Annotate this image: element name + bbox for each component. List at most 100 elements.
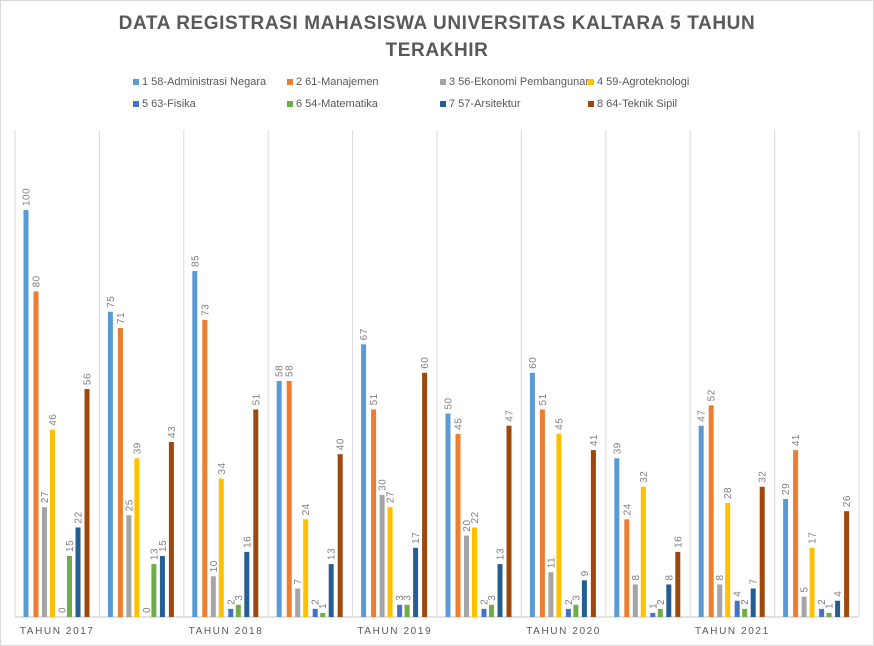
bar [489,604,494,617]
bar [445,413,451,617]
legend-item: 4 59-Agroteknologi [588,76,689,88]
data-label: 47 [697,410,708,422]
legend-swatch [588,101,594,108]
data-label: 24 [301,503,312,515]
legend-swatch [133,79,139,86]
bar [539,409,545,617]
data-label: 1 [825,603,836,609]
data-label: 40 [336,438,347,450]
data-label: 13 [496,548,507,560]
legend-item: 5 63-Fisika [133,98,196,110]
legend-label: 8 64-Teknik Sipil [597,98,678,110]
bar [303,519,309,617]
bar [33,291,39,617]
bar [320,612,326,617]
data-label: 17 [411,532,422,544]
data-label: 2 [226,599,237,605]
data-label: 2 [564,599,575,605]
bar [126,515,132,617]
data-label: 45 [454,418,465,430]
bar [497,564,503,617]
legend-label: 2 61-Manajemen [296,76,379,88]
data-label: 73 [200,304,211,316]
legend-item: 2 61-Manajemen [287,76,379,88]
data-label: 22 [470,511,481,523]
legend-swatch [440,79,446,86]
data-label: 56 [83,373,94,385]
bar [67,555,72,617]
legend-swatch [287,101,293,108]
bar [801,596,807,617]
legend-label: 5 63-Fisika [142,98,196,110]
data-label: 3 [487,595,498,601]
data-label: 41 [589,434,600,446]
bar [464,535,469,617]
legend-label: 4 59-Agroteknologi [597,76,690,88]
bar [581,580,587,617]
data-label: 26 [842,495,853,507]
legend-item: 3 56-Ekonomi Pembangunan [440,76,591,88]
legend-label: 7 57-Arsitektur [449,98,521,110]
chart-title-line1: DATA REGISTRASI MAHASISWA UNIVERSITAS KA… [118,13,756,34]
bar [337,454,343,617]
data-label: 7 [293,578,304,584]
bar [361,344,367,617]
data-label: 80 [32,275,43,287]
bar [192,271,198,617]
bar [481,608,487,617]
data-label: 30 [378,479,389,491]
bar [413,547,419,617]
data-label: 1 [648,603,659,609]
bar [202,319,208,617]
bar [228,608,234,617]
data-label: 17 [808,532,819,544]
bar [826,612,832,617]
legend-swatch [588,79,594,86]
data-label: 60 [420,357,431,369]
x-tick-label: TAHUN 2021 [695,626,770,637]
bar [379,494,385,617]
bar [590,450,596,617]
data-label: 1 [318,603,329,609]
data-label: 71 [116,312,127,324]
bar [742,608,748,617]
x-tick-label: TAHUN 2019 [357,626,432,637]
bar [168,441,174,617]
data-label: 100 [22,188,33,206]
data-label: 39 [612,442,623,454]
chart-legend: 1 58-Administrasi Negara 2 61-Manajemen 3 … [0,0,874,120]
bar [134,458,140,617]
bar [759,486,765,617]
data-label: 51 [251,393,262,405]
bar [614,458,620,617]
data-label: 2 [817,599,828,605]
data-label: 7 [749,578,760,584]
x-tick-label: TAHUN 2017 [20,626,95,637]
bar [328,564,334,617]
bar [50,429,55,617]
data-label: 24 [622,503,633,515]
data-label: 0 [142,607,153,613]
x-tick-label: TAHUN 2018 [189,626,264,637]
bar [107,311,113,617]
bar [793,450,799,617]
data-label: 2 [311,599,322,605]
legend-swatch [287,79,293,86]
data-label: 45 [554,418,565,430]
bar [210,576,216,617]
data-label: 32 [639,471,650,483]
legend-item: 1 58-Administrasi Negara [133,76,266,88]
bar [573,604,579,617]
data-label: 32 [758,471,769,483]
bar [472,527,477,617]
bar [632,584,638,617]
bar [650,612,656,617]
data-label: 13 [327,548,338,560]
data-label: 3 [571,595,582,601]
data-label: 15 [158,540,169,552]
bar [84,389,90,617]
data-label: 47 [505,410,516,422]
data-label: 28 [723,487,734,499]
bar [548,572,554,617]
